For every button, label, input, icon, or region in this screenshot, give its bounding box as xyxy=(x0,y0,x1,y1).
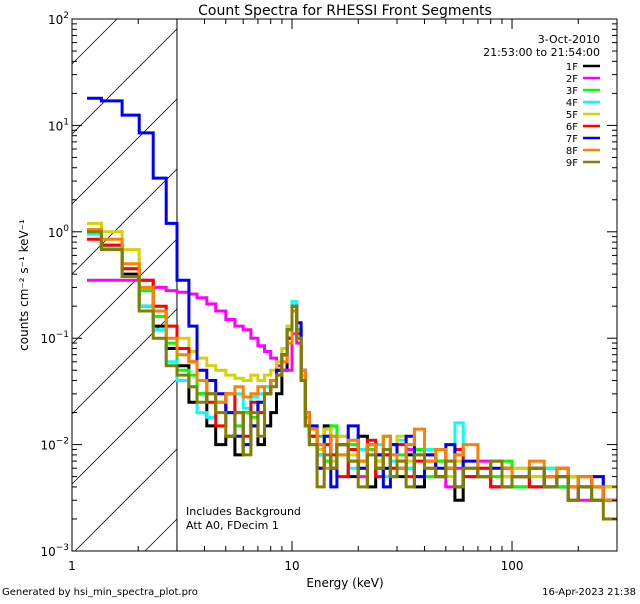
x-tick-label: 1 xyxy=(68,559,76,573)
x-axis-label: Energy (keV) xyxy=(306,576,383,590)
series-group xyxy=(87,96,617,521)
y-tick-label: 10−3 xyxy=(40,543,69,559)
legend-label: 6F xyxy=(566,122,578,133)
y-tick-label: 10−1 xyxy=(40,330,69,346)
y-tick-label: 102 xyxy=(48,11,69,27)
y-tick-label: 100 xyxy=(48,224,69,240)
chart-title: Count Spectra for RHESSI Front Segments xyxy=(198,3,492,19)
hatch-line xyxy=(71,18,118,65)
plot-frame xyxy=(71,18,618,552)
y-tick-label: 10−2 xyxy=(40,437,69,453)
hatch-line xyxy=(71,28,178,135)
x-tick-label: 100 xyxy=(501,559,524,573)
legend-label: 1F xyxy=(566,62,578,73)
hatch-line xyxy=(71,168,178,275)
legend-label: 8F xyxy=(566,146,578,157)
time-range-label: 21:53:00 to 21:54:00 xyxy=(483,46,600,59)
hatch-line xyxy=(71,98,178,205)
hatch-line xyxy=(71,378,178,485)
footer-timestamp: 16-Apr-2023 21:38 xyxy=(542,587,636,598)
legend-label: 4F xyxy=(566,98,578,109)
x-tick-label: 10 xyxy=(284,559,299,573)
legend-label: 5F xyxy=(566,110,578,121)
annotation-attenuator: Att A0, FDecim 1 xyxy=(186,519,279,532)
legend-label: 2F xyxy=(566,74,578,85)
axes: 102 101 100 10−1 10−2 10−31 10 100 xyxy=(40,11,618,573)
y-axis-label: counts cm⁻² s⁻¹ keV⁻¹ xyxy=(17,219,31,351)
hatched-region xyxy=(71,18,178,552)
series-line-9F xyxy=(87,230,617,521)
legend-label: 7F xyxy=(566,134,578,145)
legend-label: 9F xyxy=(566,158,578,169)
hatch-line xyxy=(71,238,178,345)
legend-label: 3F xyxy=(566,86,578,97)
y-tick-label: 101 xyxy=(48,117,69,133)
footer-generated-by: Generated by hsi_min_spectra_plot.pro xyxy=(2,587,198,598)
date-label: 3-Oct-2010 xyxy=(538,33,600,46)
hatch-line xyxy=(74,448,178,552)
hatch-line xyxy=(144,518,178,552)
annotation-background: Includes Background xyxy=(186,505,301,518)
